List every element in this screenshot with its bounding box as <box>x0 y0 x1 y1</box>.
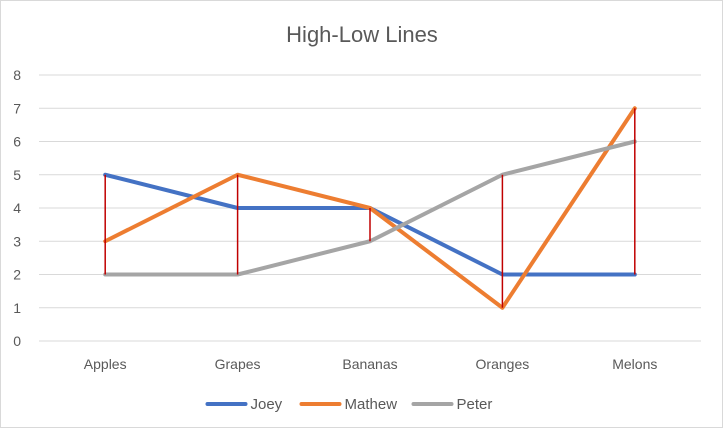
y-tick-label: 5 <box>13 167 21 183</box>
y-tick-label: 7 <box>13 100 21 116</box>
y-tick-label: 4 <box>13 200 21 216</box>
y-tick-label: 0 <box>13 333 21 349</box>
x-tick-label: Bananas <box>342 356 397 372</box>
y-tick-label: 3 <box>13 233 21 249</box>
legend-label: Peter <box>457 396 493 413</box>
x-tick-label: Apples <box>84 356 127 372</box>
legend-label: Mathew <box>345 396 398 413</box>
x-tick-label: Melons <box>612 356 657 372</box>
legend-item-joey: Joey <box>205 396 283 413</box>
y-tick-label: 1 <box>13 300 21 316</box>
legend-item-mathew: Mathew <box>299 396 398 413</box>
y-tick-label: 6 <box>13 134 21 150</box>
x-tick-label: Grapes <box>215 356 261 372</box>
x-tick-label: Oranges <box>476 356 530 372</box>
legend-item-peter: Peter <box>411 396 493 413</box>
legend-label: Joey <box>251 396 283 413</box>
chart-title: High-Low Lines <box>286 22 438 47</box>
y-tick-label: 8 <box>13 67 21 83</box>
y-tick-label: 2 <box>13 267 21 283</box>
